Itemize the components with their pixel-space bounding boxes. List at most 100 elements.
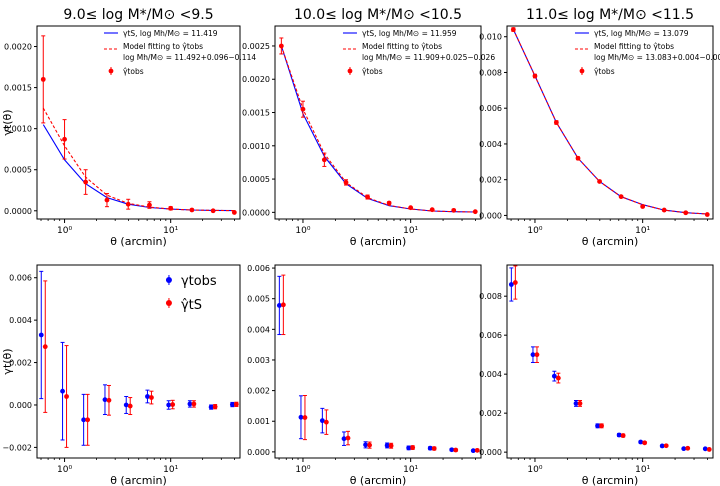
data-point — [301, 107, 306, 112]
data-point — [128, 404, 133, 409]
panel-5: 0.0000.0010.0020.0030.0040.0050.00610⁰ 10… — [247, 264, 481, 486]
y-tick-label: 0.0010 — [242, 142, 270, 151]
y-axis-label: γt(θ) — [1, 109, 14, 135]
data-point — [511, 27, 516, 32]
y-tick-label: 0.004 — [247, 325, 270, 334]
data-point — [232, 210, 237, 215]
y-tick-label: 0.0020 — [4, 43, 32, 52]
plot-frame — [37, 265, 240, 458]
y-tick-label: 0.000 — [9, 401, 32, 410]
y-tick-label: 0.006 — [479, 331, 502, 340]
data-point — [170, 402, 175, 407]
y-tick-label: −0.002 — [2, 443, 32, 452]
y-tick-label: 0.002 — [479, 409, 502, 418]
figure: 9.0≤ log M*/M⊙ <9.5 0.0000 0.0005 0.0010 0.0… — [0, 0, 720, 486]
data-point — [554, 120, 559, 125]
y-tick-label: 0.0005 — [242, 175, 270, 184]
data-point — [124, 403, 129, 408]
x-axis-label: θ (arcmin) — [350, 474, 407, 486]
data-point — [621, 433, 626, 438]
data-point — [685, 446, 690, 451]
y-tick-label: 0.003 — [247, 356, 270, 365]
y-tick-label: 0.001 — [247, 417, 270, 426]
panel-title: 9.0≤ log M*/M⊙ <9.5 — [63, 7, 213, 23]
legend-obs-label: γ̂tobs — [362, 67, 383, 76]
data-point — [168, 206, 173, 211]
data-point — [303, 415, 308, 420]
data-point — [107, 398, 112, 403]
panel-6: 0.0000.0020.0040.0060.00810⁰ 10¹θ (arcmin… — [479, 265, 713, 486]
legend-model-label: γtS, log Mh/M⊙ = 11.959 — [362, 29, 457, 38]
data-point — [322, 157, 327, 162]
plot-frame — [275, 265, 481, 458]
data-point — [60, 389, 65, 394]
data-point — [41, 77, 46, 82]
data-point — [389, 443, 394, 448]
y-tick-label: 0.008 — [479, 68, 502, 77]
x-tick-label: 10⁰ — [527, 465, 542, 475]
x-axis-label: θ (arcmin) — [582, 235, 639, 248]
data-point — [453, 448, 458, 453]
x-axis-label: θ (arcmin) — [350, 235, 407, 248]
y-tick-label: 0.002 — [247, 387, 270, 396]
data-point — [103, 397, 108, 402]
y-tick-label: 0.000 — [479, 448, 502, 457]
data-point — [707, 447, 712, 452]
panel-1: 9.0≤ log M*/M⊙ <9.50.00000.00050.00100.0… — [1, 7, 256, 248]
x-tick-label: 10⁰ — [527, 226, 542, 236]
y-tick-label: 0.000 — [479, 211, 502, 220]
x-tick-label: 10⁰ — [295, 226, 310, 236]
data-point — [597, 179, 602, 184]
y-axis-label: γt(θ) — [1, 348, 14, 374]
x-axis-label: θ (arcmin) — [582, 474, 639, 486]
data-point — [451, 208, 456, 213]
data-point — [387, 201, 392, 206]
data-point — [556, 376, 561, 381]
data-point — [513, 280, 518, 285]
data-point — [662, 208, 667, 213]
data-point — [683, 210, 688, 215]
data-point — [365, 195, 370, 200]
data-point — [638, 440, 643, 445]
x-axis-label: θ (arcmin) — [110, 474, 167, 486]
data-point — [147, 203, 152, 208]
legend-obs-label: γ̂tobs — [123, 67, 144, 76]
legend-obs-label: γ̂tobs — [594, 67, 615, 76]
legend-fit-mass-label: log Mh/M⊙ = 13.083+0.004−0.004 — [594, 53, 720, 62]
x-tick-label: 10⁰ — [57, 465, 72, 475]
data-point — [664, 443, 669, 448]
data-point — [192, 402, 197, 407]
plot-frame — [507, 265, 713, 458]
data-point — [149, 395, 154, 400]
y-tick-label: 0.004 — [479, 140, 502, 149]
data-point — [367, 443, 372, 448]
data-point — [324, 420, 329, 425]
data-point — [64, 394, 69, 399]
x-tick-label: 10⁰ — [57, 226, 72, 236]
data-point — [410, 445, 415, 450]
data-point — [234, 402, 239, 407]
panel-3: 11.0≤ log M*/M⊙ <11.5 0.000 0.002 0.004 0.00… — [479, 7, 720, 248]
model-line — [43, 125, 234, 211]
x-tick-label: 10⁰ — [295, 465, 310, 475]
y-tick-label: 0.0025 — [242, 42, 270, 51]
y-tick-label: 0.0005 — [4, 166, 32, 175]
data-point — [211, 208, 216, 213]
y-tick-label: 0.008 — [479, 292, 502, 301]
data-point — [346, 436, 351, 441]
data-point — [279, 44, 284, 49]
data-point — [705, 212, 710, 217]
data-point — [599, 423, 604, 428]
data-point — [126, 202, 131, 207]
data-point — [473, 209, 478, 214]
legend-red-marker — [166, 300, 172, 306]
panel-2: 10.0≤ log M*/M⊙ <10.50.00000.00050.00100… — [242, 7, 495, 248]
data-point — [533, 74, 538, 79]
y-tick-label: 0.0000 — [4, 207, 32, 216]
data-point — [640, 204, 645, 209]
panel-title: 10.0≤ log M*/M⊙ <10.5 — [294, 7, 462, 23]
fit-line — [43, 108, 234, 211]
y-tick-label: 0.006 — [247, 264, 270, 273]
data-point — [578, 401, 583, 406]
